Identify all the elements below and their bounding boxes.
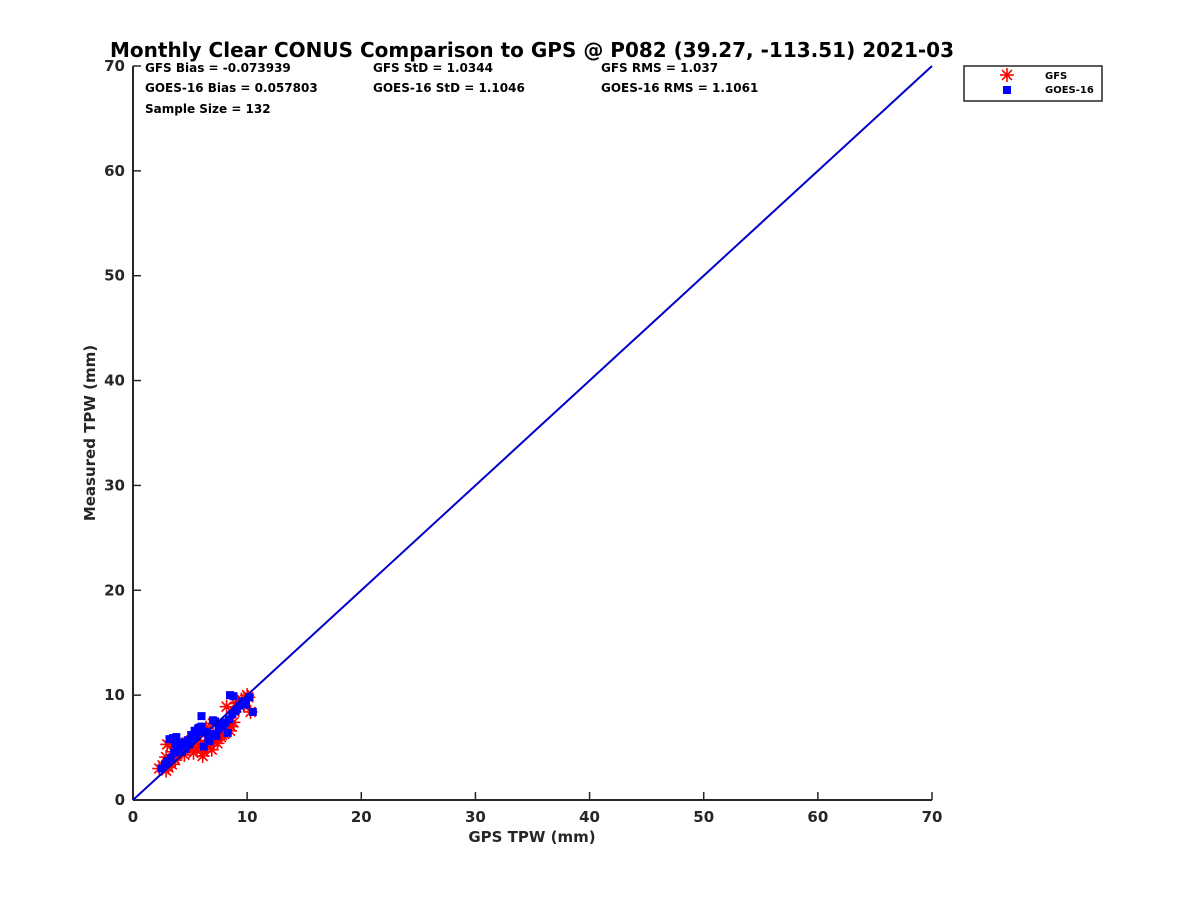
- x-tick-label: 0: [128, 808, 138, 826]
- goes-point: [224, 715, 233, 724]
- goes-rms-text: GOES-16 RMS = 1.1061: [601, 81, 758, 95]
- gfs-std-text: GFS StD = 1.0344: [373, 61, 493, 75]
- gfs-point: [195, 748, 210, 763]
- goes-point: [248, 707, 257, 716]
- goes-point: [223, 728, 232, 737]
- y-tick-label: 70: [104, 57, 125, 75]
- gfs-rms-text: GFS RMS = 1.037: [601, 61, 718, 75]
- y-tick-label: 0: [115, 791, 125, 809]
- y-tick-label: 60: [104, 162, 125, 180]
- y-tick-label: 50: [104, 267, 125, 285]
- legend-gfs-marker: [1000, 68, 1014, 82]
- x-tick-label: 60: [807, 808, 828, 826]
- one-to-one-line: [132, 65, 933, 801]
- goes-point: [183, 736, 192, 745]
- y-tick-label: 10: [104, 686, 125, 704]
- goes-point: [229, 692, 238, 701]
- x-tick-label: 10: [237, 808, 258, 826]
- y-tick-label: 20: [104, 581, 125, 599]
- goes-point: [245, 693, 254, 702]
- chart-title: Monthly Clear CONUS Comparison to GPS @ …: [110, 38, 954, 62]
- goes-point: [198, 727, 207, 736]
- goes-point: [157, 764, 166, 773]
- goes-point: [188, 735, 197, 744]
- goes-point: [219, 720, 228, 729]
- legend-goes-label: GOES-16: [1045, 85, 1094, 96]
- goes-point: [212, 732, 221, 741]
- goes-point: [171, 740, 180, 749]
- legend-gfs-asterisk: [1000, 68, 1014, 82]
- plot-area: 0 10 20 30 40 50 60 70 0 10 20 30 40 50 60 70: [104, 57, 942, 826]
- x-tick-label: 40: [579, 808, 600, 826]
- legend-box: [963, 65, 1103, 102]
- legend: GFS GOES-16: [963, 65, 1103, 102]
- y-tick-label: 40: [104, 372, 125, 390]
- goes-point: [199, 742, 208, 751]
- x-axis-label: GPS TPW (mm): [468, 828, 595, 846]
- gfs-bias-text: GFS Bias = -0.073939: [145, 61, 291, 75]
- goes-point: [187, 730, 196, 739]
- goes-point: [176, 743, 185, 752]
- goes-point: [195, 723, 204, 732]
- goes-point: [232, 704, 241, 713]
- y-tick-label: 30: [104, 476, 125, 494]
- goes-std-text: GOES-16 StD = 1.1046: [373, 81, 525, 95]
- goes-bias-text: GOES-16 Bias = 0.057803: [145, 81, 318, 95]
- goes-point: [197, 712, 206, 721]
- legend-goes-marker: [1003, 86, 1011, 94]
- goes-point: [181, 744, 190, 753]
- goes-point: [166, 754, 175, 763]
- goes-point: [207, 729, 216, 738]
- x-tick-label: 20: [351, 808, 372, 826]
- legend-gfs-label: GFS: [1045, 71, 1067, 82]
- goes-point: [172, 733, 181, 742]
- goes-point: [208, 716, 217, 725]
- x-tick-label: 30: [465, 808, 486, 826]
- goes-point: [242, 700, 251, 709]
- goes-point: [184, 740, 193, 749]
- sample-size-text: Sample Size = 132: [145, 102, 271, 116]
- goes-point: [205, 737, 214, 746]
- y-axis-label: Measured TPW (mm): [81, 345, 99, 521]
- x-tick-label: 50: [693, 808, 714, 826]
- x-tick-label: 70: [922, 808, 943, 826]
